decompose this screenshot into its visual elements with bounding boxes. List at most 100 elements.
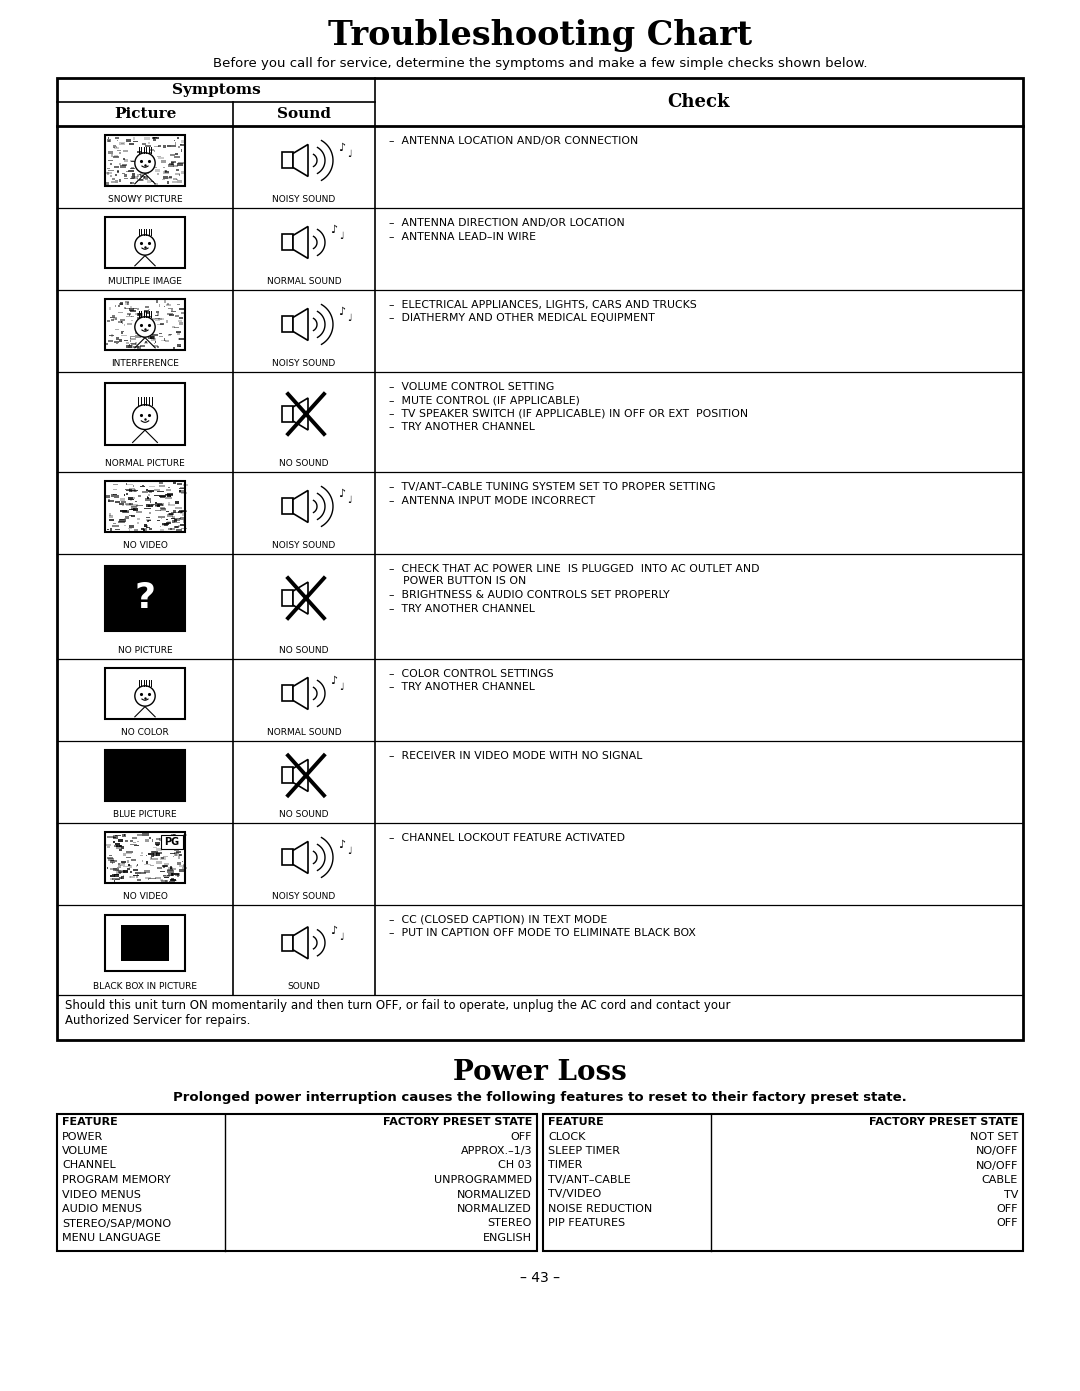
- Bar: [139, 316, 143, 320]
- Text: NO PICTURE: NO PICTURE: [118, 645, 173, 655]
- Bar: [119, 504, 124, 505]
- Bar: [164, 170, 165, 172]
- Bar: [125, 504, 131, 506]
- Bar: [116, 844, 122, 847]
- Bar: [154, 182, 158, 185]
- Bar: [179, 490, 180, 492]
- Bar: [161, 835, 183, 849]
- Bar: [146, 171, 148, 172]
- Bar: [129, 170, 134, 172]
- Text: NORMAL PICTURE: NORMAL PICTURE: [105, 459, 185, 467]
- Text: VIDEO MENUS: VIDEO MENUS: [62, 1189, 140, 1199]
- Bar: [150, 501, 151, 502]
- Bar: [177, 855, 180, 858]
- Bar: [129, 865, 132, 867]
- Bar: [282, 935, 293, 951]
- Bar: [177, 345, 181, 346]
- Bar: [166, 494, 173, 497]
- Bar: [112, 178, 114, 181]
- Bar: [124, 504, 132, 505]
- Bar: [131, 491, 137, 492]
- Bar: [144, 310, 149, 312]
- Bar: [111, 319, 114, 321]
- Text: ♪: ♪: [338, 840, 346, 850]
- Bar: [150, 337, 154, 339]
- Bar: [153, 342, 154, 345]
- Bar: [150, 337, 154, 339]
- Bar: [167, 494, 173, 497]
- Text: –  ANTENNA LOCATION AND/OR CONNECTION: – ANTENNA LOCATION AND/OR CONNECTION: [389, 136, 638, 146]
- Bar: [114, 875, 119, 876]
- Bar: [172, 520, 175, 523]
- Bar: [105, 383, 185, 445]
- Bar: [121, 925, 168, 961]
- Bar: [107, 171, 109, 174]
- Text: Sound: Sound: [276, 107, 330, 121]
- Bar: [152, 139, 156, 140]
- Bar: [131, 505, 138, 506]
- Bar: [121, 861, 126, 864]
- Bar: [146, 526, 148, 527]
- Bar: [140, 172, 144, 175]
- Text: OFF: OFF: [997, 1219, 1018, 1228]
- Bar: [166, 522, 171, 524]
- Bar: [137, 522, 139, 524]
- Bar: [135, 313, 140, 316]
- Bar: [176, 170, 179, 171]
- Text: – 43 –: – 43 –: [519, 1271, 561, 1285]
- Bar: [105, 915, 185, 971]
- Bar: [121, 509, 126, 512]
- Text: NO SOUND: NO SOUND: [280, 810, 328, 819]
- Bar: [107, 868, 108, 869]
- Bar: [177, 163, 183, 166]
- Bar: [282, 498, 293, 515]
- Bar: [179, 321, 183, 324]
- Bar: [179, 517, 185, 520]
- Text: TV: TV: [1003, 1189, 1018, 1199]
- Text: –  ELECTRICAL APPLIANCES, LIGHTS, CARS AND TRUCKS: – ELECTRICAL APPLIANCES, LIGHTS, CARS AN…: [389, 300, 697, 310]
- Text: STEREO/SAP/MONO: STEREO/SAP/MONO: [62, 1219, 171, 1228]
- Bar: [110, 175, 112, 177]
- Text: Power Loss: Power Loss: [454, 1059, 626, 1085]
- Bar: [121, 321, 122, 323]
- Bar: [126, 484, 133, 485]
- Bar: [170, 881, 175, 883]
- Bar: [119, 864, 120, 865]
- Bar: [153, 345, 158, 348]
- Text: ♪: ♪: [330, 225, 338, 235]
- Bar: [57, 78, 1023, 1040]
- Bar: [105, 217, 185, 268]
- Bar: [178, 320, 181, 323]
- Bar: [144, 524, 148, 527]
- Bar: [119, 519, 126, 522]
- Bar: [146, 179, 148, 181]
- Bar: [113, 836, 116, 837]
- Text: Before you call for service, determine the symptoms and make a few simple checks: Before you call for service, determine t…: [213, 57, 867, 70]
- Bar: [118, 839, 123, 842]
- Bar: [161, 508, 166, 510]
- Text: POWER BUTTON IS ON: POWER BUTTON IS ON: [389, 576, 526, 587]
- Bar: [108, 341, 112, 342]
- Bar: [170, 495, 172, 497]
- Bar: [168, 307, 173, 309]
- Bar: [174, 526, 179, 529]
- Text: TV/ANT–CABLE: TV/ANT–CABLE: [548, 1175, 631, 1185]
- Bar: [125, 303, 127, 306]
- Bar: [140, 345, 145, 346]
- Bar: [163, 865, 166, 867]
- Bar: [148, 853, 154, 854]
- Bar: [121, 876, 124, 879]
- Bar: [134, 530, 138, 531]
- Bar: [183, 484, 188, 485]
- Bar: [123, 871, 129, 872]
- Bar: [105, 135, 185, 186]
- Bar: [177, 334, 180, 335]
- Bar: [126, 861, 129, 864]
- Text: MENU LANGUAGE: MENU LANGUAGE: [62, 1232, 161, 1244]
- Bar: [109, 519, 113, 522]
- Bar: [162, 524, 167, 526]
- Bar: [139, 179, 144, 181]
- Bar: [146, 861, 148, 864]
- Bar: [167, 872, 173, 875]
- Text: –  DIATHERMY AND OTHER MEDICAL EQUIPMENT: – DIATHERMY AND OTHER MEDICAL EQUIPMENT: [389, 313, 654, 324]
